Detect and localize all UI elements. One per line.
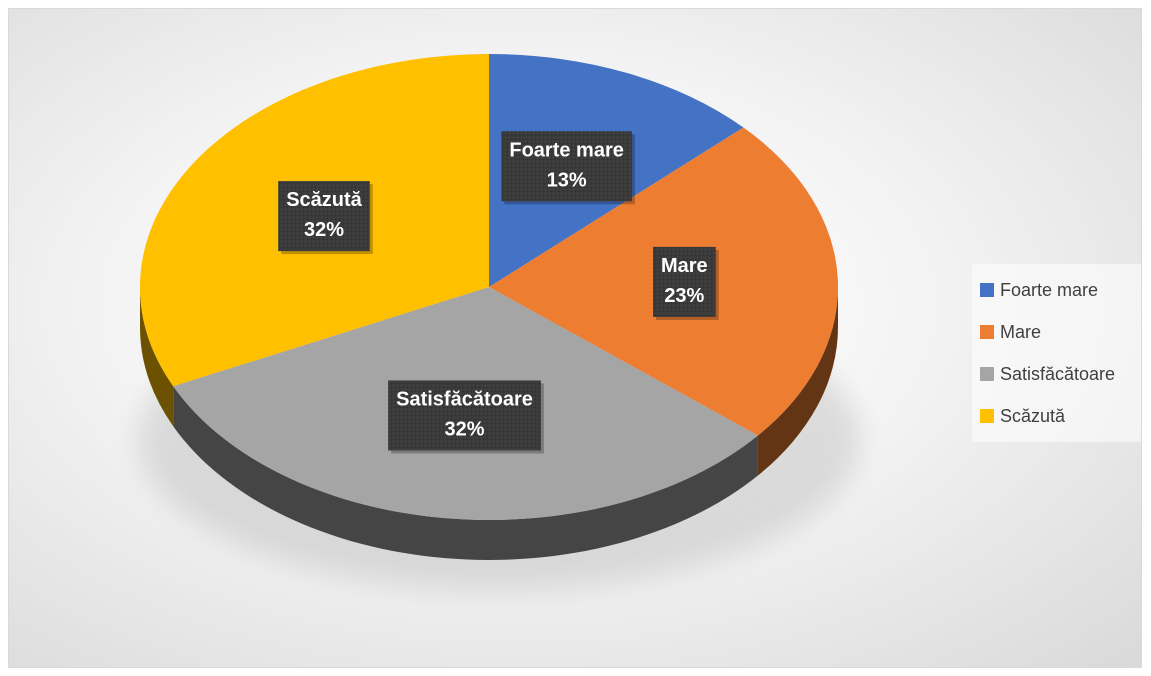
data-label-background xyxy=(501,131,632,202)
legend-swatch xyxy=(980,409,994,423)
data-label-category: Scăzută xyxy=(286,189,362,211)
data-label-scazuta: Scăzută 32% xyxy=(278,181,373,255)
pie-sides xyxy=(140,287,838,560)
legend-swatch xyxy=(980,367,994,381)
data-label-background xyxy=(278,181,370,252)
data-label-percent: 13% xyxy=(547,169,587,191)
data-label-category: Mare xyxy=(661,255,708,277)
data-label-percent: 23% xyxy=(664,285,704,307)
data-label-category: Satisfăcătoare xyxy=(396,388,533,410)
pie-side-mare xyxy=(757,287,838,476)
pie-data-labels: Foarte mare13%Mare23%Satisfăcătoare32%Sc… xyxy=(278,131,719,454)
legend-item-mare: Mare xyxy=(972,311,1141,353)
legend-label: Scăzută xyxy=(1000,405,1066,426)
data-label-category: Foarte mare xyxy=(509,139,624,161)
data-label-background xyxy=(388,380,541,451)
pie-side-satisfacatoare xyxy=(173,386,758,560)
legend-swatch xyxy=(980,283,994,297)
data-label-foarte-mare: Foarte mare 13% xyxy=(501,131,635,205)
legend-label: Satisfăcătoare xyxy=(1000,363,1116,384)
chart-area: Foarte mare 13% Mare 23% Satisfăcătoare 32% Sc… xyxy=(8,8,1142,668)
data-label-mare: Mare 23% xyxy=(652,246,719,320)
legend-item-satisfacatoare: Satisfăcătoare xyxy=(972,353,1141,395)
legend-label: Mare xyxy=(1000,321,1042,342)
legend-item-foarte-mare: Foarte mare xyxy=(972,269,1141,311)
pie-chart: Foarte mare13%Mare23%Satisfăcătoare32%Sc… xyxy=(139,54,859,589)
legend-item-scazuta: Scăzută xyxy=(972,395,1141,437)
data-label-satisfacatoare: Satisfăcătoare 32% xyxy=(388,380,544,454)
pie-side-scazuta xyxy=(140,287,174,427)
data-label-percent: 32% xyxy=(444,418,484,440)
data-label-percent: 32% xyxy=(304,219,344,241)
data-label-background xyxy=(652,246,716,317)
legend: Foarte mare Mare Satisfăcătoare Scăzută xyxy=(972,264,1141,442)
legend-swatch xyxy=(980,325,994,339)
legend-label: Foarte mare xyxy=(1000,279,1099,300)
